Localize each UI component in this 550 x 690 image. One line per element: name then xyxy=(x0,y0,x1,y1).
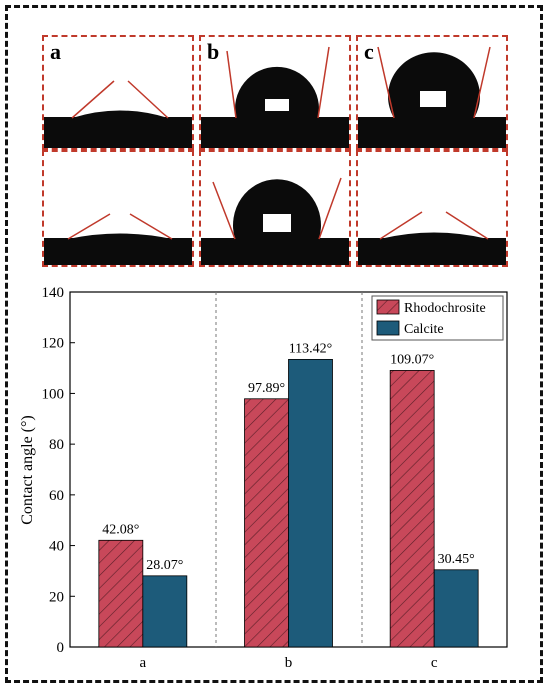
bar-rhodochrosite-b xyxy=(244,398,289,648)
bar-value-label: 42.08° xyxy=(102,522,139,537)
bar-value-label: 109.07° xyxy=(390,352,434,367)
y-tick-label: 0 xyxy=(57,640,65,656)
droplet-b-bottom xyxy=(201,177,349,265)
y-tick-label: 40 xyxy=(49,539,64,555)
legend-swatch-rhodochrosite xyxy=(376,299,400,315)
droplet-a-top xyxy=(44,80,192,148)
droplet-a-bottom xyxy=(44,213,192,265)
x-tick-label: b xyxy=(285,655,293,671)
y-tick-label: 20 xyxy=(49,589,64,605)
panel-c-top: c xyxy=(356,35,508,150)
bar-rhodochrosite-a xyxy=(98,539,144,648)
bar-calcite-a xyxy=(142,575,188,648)
outer-frame xyxy=(5,5,543,683)
y-tick-label: 100 xyxy=(42,386,65,402)
bar-value-label: 30.45° xyxy=(438,552,475,567)
bar-calcite-b xyxy=(288,358,333,648)
panel-b-bottom xyxy=(199,150,351,267)
droplet-c-top xyxy=(358,46,506,148)
bar-value-label: 113.42° xyxy=(289,341,333,356)
y-tick-label: 140 xyxy=(42,285,65,301)
panel-b-top: b xyxy=(199,35,351,150)
bar-calcite-c xyxy=(433,569,479,648)
y-tick-label: 120 xyxy=(42,336,65,352)
legend-label-calcite: Calcite xyxy=(404,322,444,337)
panel-a-top: a xyxy=(42,35,194,150)
droplet-c-bottom xyxy=(358,211,506,265)
bar-value-label: 28.07° xyxy=(146,558,183,573)
bar-rhodochrosite-c xyxy=(389,370,435,648)
panel-a-bottom xyxy=(42,150,194,267)
panel-label-a: a xyxy=(50,39,61,64)
legend-label-rhodochrosite: Rhodochrosite xyxy=(404,301,486,316)
y-tick-label: 80 xyxy=(49,437,64,453)
bar-value-label: 97.89° xyxy=(248,381,285,396)
panel-label-c: c xyxy=(364,39,374,64)
panel-label-b: b xyxy=(207,39,220,64)
droplet-b-top xyxy=(201,46,349,148)
y-axis-label: Contact angle (°) xyxy=(19,415,36,524)
x-tick-label: a xyxy=(139,655,146,671)
legend: Rhodochrosite Calcite xyxy=(371,295,504,341)
panel-c-bottom xyxy=(356,150,508,267)
legend-swatch-calcite xyxy=(376,320,400,336)
y-tick-label: 60 xyxy=(49,488,64,504)
x-tick-label: c xyxy=(431,655,438,671)
